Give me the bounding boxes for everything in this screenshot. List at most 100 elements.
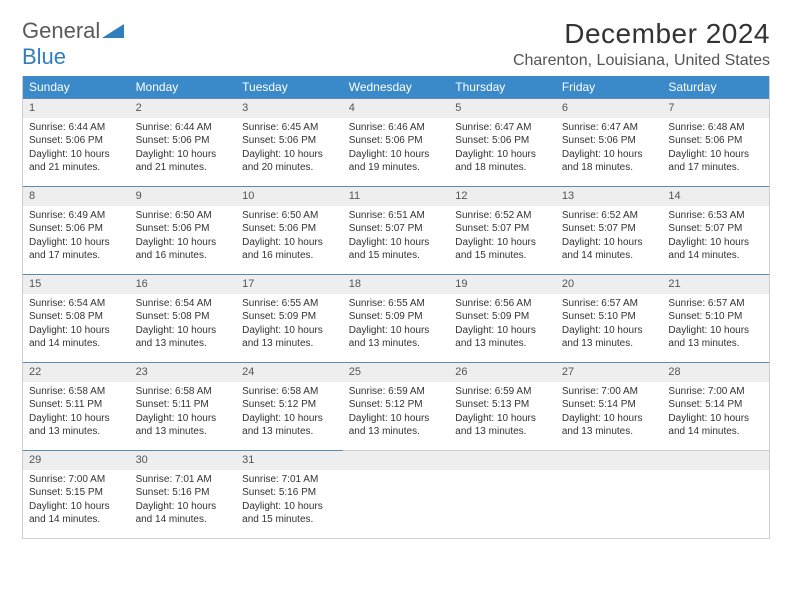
sunset-text: Sunset: 5:14 PM [668,398,763,412]
day-number: 24 [236,363,343,382]
day-cell: 10Sunrise: 6:50 AMSunset: 5:06 PMDayligh… [236,186,343,274]
daylight-text: Daylight: 10 hours and 14 minutes. [29,500,124,527]
daylight-text: Daylight: 10 hours and 15 minutes. [242,500,337,527]
daylight-text: Daylight: 10 hours and 14 minutes. [29,324,124,351]
daylight-text: Daylight: 10 hours and 14 minutes. [668,412,763,439]
day-cell: 12Sunrise: 6:52 AMSunset: 5:07 PMDayligh… [449,186,556,274]
day-number: 11 [343,187,450,206]
sunset-text: Sunset: 5:12 PM [242,398,337,412]
weeks-container: 1Sunrise: 6:44 AMSunset: 5:06 PMDaylight… [23,98,769,538]
sunset-text: Sunset: 5:12 PM [349,398,444,412]
day-body: Sunrise: 6:47 AMSunset: 5:06 PMDaylight:… [556,118,663,175]
day-number [343,451,450,470]
day-number: 9 [130,187,237,206]
day-cell: 13Sunrise: 6:52 AMSunset: 5:07 PMDayligh… [556,186,663,274]
day-body: Sunrise: 6:57 AMSunset: 5:10 PMDaylight:… [556,294,663,351]
calendar-grid: Sunday Monday Tuesday Wednesday Thursday… [22,76,770,539]
sunrise-text: Sunrise: 6:49 AM [29,209,124,223]
day-body: Sunrise: 6:58 AMSunset: 5:11 PMDaylight:… [130,382,237,439]
day-number: 4 [343,99,450,118]
daylight-text: Daylight: 10 hours and 16 minutes. [136,236,231,263]
day-body: Sunrise: 6:59 AMSunset: 5:12 PMDaylight:… [343,382,450,439]
sunrise-text: Sunrise: 6:58 AM [242,385,337,399]
day-body: Sunrise: 6:52 AMSunset: 5:07 PMDaylight:… [556,206,663,263]
sunset-text: Sunset: 5:06 PM [349,134,444,148]
day-cell: 20Sunrise: 6:57 AMSunset: 5:10 PMDayligh… [556,274,663,362]
day-body: Sunrise: 7:01 AMSunset: 5:16 PMDaylight:… [236,470,343,527]
sunset-text: Sunset: 5:09 PM [242,310,337,324]
month-title: December 2024 [513,18,770,50]
dow-friday: Friday [556,76,663,98]
sunrise-text: Sunrise: 6:52 AM [562,209,657,223]
day-body: Sunrise: 7:01 AMSunset: 5:16 PMDaylight:… [130,470,237,527]
daylight-text: Daylight: 10 hours and 13 minutes. [242,412,337,439]
week-row: 1Sunrise: 6:44 AMSunset: 5:06 PMDaylight… [23,98,769,186]
daylight-text: Daylight: 10 hours and 13 minutes. [136,324,231,351]
day-number: 6 [556,99,663,118]
daylight-text: Daylight: 10 hours and 16 minutes. [242,236,337,263]
sunrise-text: Sunrise: 6:50 AM [242,209,337,223]
day-body: Sunrise: 6:47 AMSunset: 5:06 PMDaylight:… [449,118,556,175]
sunset-text: Sunset: 5:06 PM [136,222,231,236]
day-number: 7 [662,99,769,118]
sunset-text: Sunset: 5:06 PM [562,134,657,148]
day-cell: 22Sunrise: 6:58 AMSunset: 5:11 PMDayligh… [23,362,130,450]
day-number: 18 [343,275,450,294]
day-cell: 31Sunrise: 7:01 AMSunset: 5:16 PMDayligh… [236,450,343,538]
daylight-text: Daylight: 10 hours and 13 minutes. [455,412,550,439]
week-row: 29Sunrise: 7:00 AMSunset: 5:15 PMDayligh… [23,450,769,538]
sunset-text: Sunset: 5:07 PM [349,222,444,236]
sunrise-text: Sunrise: 6:47 AM [562,121,657,135]
daylight-text: Daylight: 10 hours and 18 minutes. [455,148,550,175]
sunrise-text: Sunrise: 6:57 AM [562,297,657,311]
daylight-text: Daylight: 10 hours and 13 minutes. [29,412,124,439]
day-body: Sunrise: 6:44 AMSunset: 5:06 PMDaylight:… [23,118,130,175]
brand-logo: General Blue [22,18,124,70]
sunrise-text: Sunrise: 7:01 AM [242,473,337,487]
sunrise-text: Sunrise: 6:52 AM [455,209,550,223]
daylight-text: Daylight: 10 hours and 13 minutes. [562,324,657,351]
day-cell: 18Sunrise: 6:55 AMSunset: 5:09 PMDayligh… [343,274,450,362]
sunset-text: Sunset: 5:11 PM [136,398,231,412]
day-number: 5 [449,99,556,118]
day-number: 15 [23,275,130,294]
dow-header-row: Sunday Monday Tuesday Wednesday Thursday… [23,76,769,98]
daylight-text: Daylight: 10 hours and 18 minutes. [562,148,657,175]
sunrise-text: Sunrise: 6:47 AM [455,121,550,135]
sunset-text: Sunset: 5:16 PM [242,486,337,500]
day-cell: 1Sunrise: 6:44 AMSunset: 5:06 PMDaylight… [23,98,130,186]
day-body: Sunrise: 6:51 AMSunset: 5:07 PMDaylight:… [343,206,450,263]
daylight-text: Daylight: 10 hours and 17 minutes. [29,236,124,263]
daylight-text: Daylight: 10 hours and 21 minutes. [136,148,231,175]
sunset-text: Sunset: 5:06 PM [242,134,337,148]
day-cell: 14Sunrise: 6:53 AMSunset: 5:07 PMDayligh… [662,186,769,274]
sunset-text: Sunset: 5:07 PM [668,222,763,236]
sunrise-text: Sunrise: 6:57 AM [668,297,763,311]
sunrise-text: Sunrise: 6:56 AM [455,297,550,311]
daylight-text: Daylight: 10 hours and 19 minutes. [349,148,444,175]
sunset-text: Sunset: 5:13 PM [455,398,550,412]
day-cell: 8Sunrise: 6:49 AMSunset: 5:06 PMDaylight… [23,186,130,274]
sunrise-text: Sunrise: 6:55 AM [242,297,337,311]
brand-part2: Blue [22,44,66,69]
sunset-text: Sunset: 5:06 PM [242,222,337,236]
sunrise-text: Sunrise: 6:54 AM [136,297,231,311]
day-cell: 7Sunrise: 6:48 AMSunset: 5:06 PMDaylight… [662,98,769,186]
day-body: Sunrise: 6:50 AMSunset: 5:06 PMDaylight:… [130,206,237,263]
day-cell: 6Sunrise: 6:47 AMSunset: 5:06 PMDaylight… [556,98,663,186]
sunrise-text: Sunrise: 6:51 AM [349,209,444,223]
sunrise-text: Sunrise: 7:00 AM [668,385,763,399]
sunset-text: Sunset: 5:08 PM [29,310,124,324]
day-body: Sunrise: 6:56 AMSunset: 5:09 PMDaylight:… [449,294,556,351]
day-cell [449,450,556,538]
sunrise-text: Sunrise: 6:53 AM [668,209,763,223]
sunrise-text: Sunrise: 6:54 AM [29,297,124,311]
day-number [556,451,663,470]
daylight-text: Daylight: 10 hours and 14 minutes. [136,500,231,527]
location-text: Charenton, Louisiana, United States [513,52,770,70]
daylight-text: Daylight: 10 hours and 13 minutes. [349,412,444,439]
day-cell [662,450,769,538]
day-cell: 19Sunrise: 6:56 AMSunset: 5:09 PMDayligh… [449,274,556,362]
day-number [662,451,769,470]
day-cell: 30Sunrise: 7:01 AMSunset: 5:16 PMDayligh… [130,450,237,538]
